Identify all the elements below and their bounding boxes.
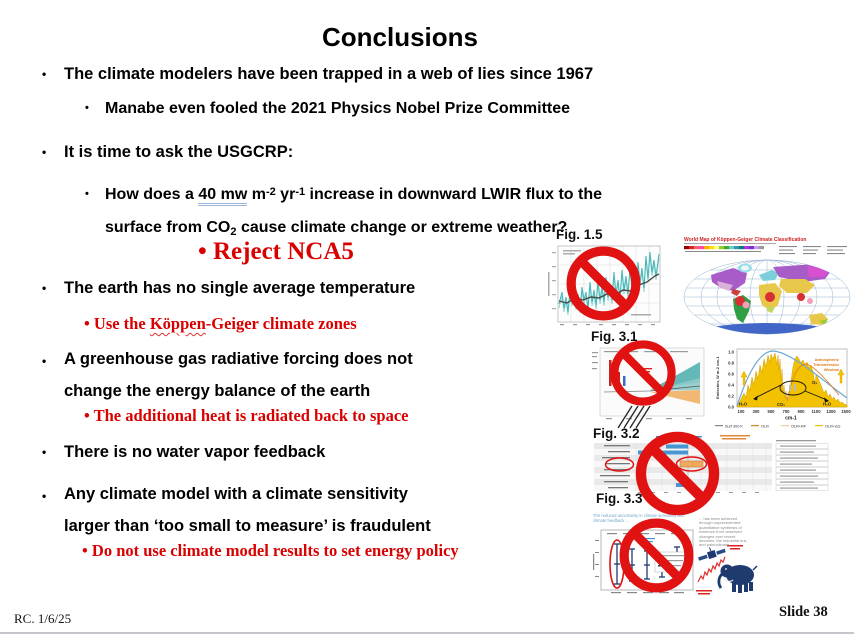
spectrum-ylabel: Emission, W m-2 cm-1 [715, 356, 720, 399]
bullet-text: Manabe even fooled the 2021 Physics Nobe… [105, 100, 571, 117]
bullet-item: • A greenhouse gas radiative forcing doe… [42, 343, 462, 407]
koppen-geiger-map: World Map of Köppen-Geiger Climate Class… [683, 237, 851, 335]
prohibition-icon [635, 431, 720, 516]
bottom-divider [0, 632, 854, 634]
bullet-text: How does a 40 mw m-2 yr-1 increase in do… [105, 186, 603, 238]
bullet-item: • Manabe even fooled the 2021 Physics No… [85, 98, 645, 119]
bar-blue-1 [666, 444, 688, 449]
reject-nca5-heading: • Reject NCA5 [198, 238, 354, 265]
svg-text:Atmospheric: Atmospheric [815, 357, 840, 362]
figure-label-3-2: Fig. 3.2 [593, 426, 640, 441]
red-oval-right [675, 456, 708, 472]
bullet-glyph: • [42, 445, 47, 459]
olr-spectrum-chart: Atmospheric Transmission Window H₂O CO₂ … [715, 348, 851, 429]
fig-3-3-note: ... has been achieved through unpreceden… [699, 516, 748, 548]
bullet-item: • How does a 40 mw m-2 yr-1 increase in … [85, 176, 625, 249]
bullet-text: It is time to ask the USGCRP: [64, 143, 294, 161]
prohibition-icon [566, 246, 641, 321]
spectrum-legend: Surf 300 K OLR OLR+RF OLR+ΔG [715, 425, 841, 429]
bullet-item: • The earth has no single average temper… [42, 278, 522, 299]
bullet-item: • It is time to ask the USGCRP: [42, 142, 542, 163]
svg-text:O₃: O₃ [812, 380, 817, 385]
bullet-glyph: • [42, 145, 47, 159]
bullet-text: There is no water vapor feedback [64, 443, 326, 461]
bullet-glyph: • [42, 489, 47, 503]
blackbody-curve [736, 350, 848, 407]
spellcheck-word: Köppen [149, 314, 206, 333]
svg-text:Transmission: Transmission [813, 362, 839, 367]
prohibition-icon [610, 340, 676, 406]
value-cells [775, 443, 829, 491]
bullet-item: • Any climate model with a climate sensi… [42, 478, 462, 542]
hatch-marks [617, 405, 651, 429]
svg-text:0.4: 0.4 [728, 383, 734, 388]
mammoth-icon [717, 564, 758, 593]
red-trend-squiggle [697, 556, 726, 583]
svg-text:OLR+RF: OLR+RF [791, 425, 807, 429]
svg-text:300: 300 [753, 409, 761, 414]
svg-text:1.0: 1.0 [728, 350, 734, 355]
page-title: Conclusions [321, 22, 478, 52]
svg-text:1100: 1100 [811, 409, 821, 414]
slide-number: Slide 38 [779, 604, 828, 620]
red-oval-left [604, 457, 635, 472]
svg-text:Window: Window [824, 367, 840, 372]
bullet-glyph: • [42, 354, 47, 368]
red-subbullet: • The additional heat is radiated back t… [84, 406, 409, 425]
svg-text:100: 100 [738, 409, 746, 414]
mammoth-satellite-vignette [696, 545, 758, 595]
svg-text:OLR+ΔG: OLR+ΔG [825, 425, 841, 429]
spectrum-xlabel: cm-1 [785, 416, 797, 422]
svg-text:0.0: 0.0 [728, 405, 734, 410]
svg-text:500: 500 [768, 409, 776, 414]
bullet-text: The climate modelers have been trapped i… [64, 65, 594, 83]
red-subbullet: • Use the Köppen-Geiger climate zones [84, 314, 357, 333]
svg-text:900: 900 [798, 409, 806, 414]
bullet-glyph: • [42, 281, 47, 295]
bullet-item: • There is no water vapor feedback [42, 442, 462, 463]
svg-text:H₂O: H₂O [739, 402, 748, 407]
bullet-glyph: • [85, 188, 89, 200]
svg-text:700: 700 [783, 409, 791, 414]
svg-text:1300: 1300 [826, 409, 836, 414]
svg-text:CO₂: CO₂ [777, 402, 785, 407]
bullet-glyph: • [42, 67, 47, 81]
olr-line [786, 363, 840, 402]
bullet-text: Any climate model with a climate sensiti… [64, 485, 431, 535]
map-continents [711, 263, 831, 334]
svg-text:H₂O: H₂O [823, 402, 832, 407]
svg-text:0.8: 0.8 [728, 361, 734, 366]
map-legend-colorbar [684, 246, 764, 250]
svg-text:Surf 300 K: Surf 300 K [725, 425, 743, 429]
prohibition-icon [619, 518, 694, 593]
figure-label-3-3: Fig. 3.3 [596, 491, 643, 506]
bullet-text: The earth has no single average temperat… [64, 279, 416, 297]
svg-text:0.6: 0.6 [728, 372, 734, 377]
bar-orange-highlight [679, 460, 704, 468]
svg-text:OLR: OLR [761, 425, 769, 429]
bar-blue-3 [676, 483, 685, 487]
map-title: World Map of Köppen-Geiger Climate Class… [684, 237, 806, 243]
bullet-item: • The climate modelers have been trapped… [42, 64, 662, 85]
svg-text:1500: 1500 [841, 409, 851, 414]
bullet-text: A greenhouse gas radiative forcing does … [64, 350, 413, 400]
underlined-term: 40 mw [198, 186, 248, 206]
footer-date: RC. 1/6/25 [14, 611, 72, 626]
fig-3-3-caption: The reduced uncertainty in climate sensi… [593, 513, 685, 523]
satellite-icon [698, 547, 726, 561]
bullet-glyph: • [85, 102, 89, 114]
figure-label-1-5: Fig. 1.5 [556, 227, 603, 242]
svg-text:0.2: 0.2 [728, 394, 734, 399]
figure-label-3-1: Fig. 3.1 [591, 329, 638, 344]
red-subbullet: • Do not use climate model results to se… [82, 541, 459, 560]
